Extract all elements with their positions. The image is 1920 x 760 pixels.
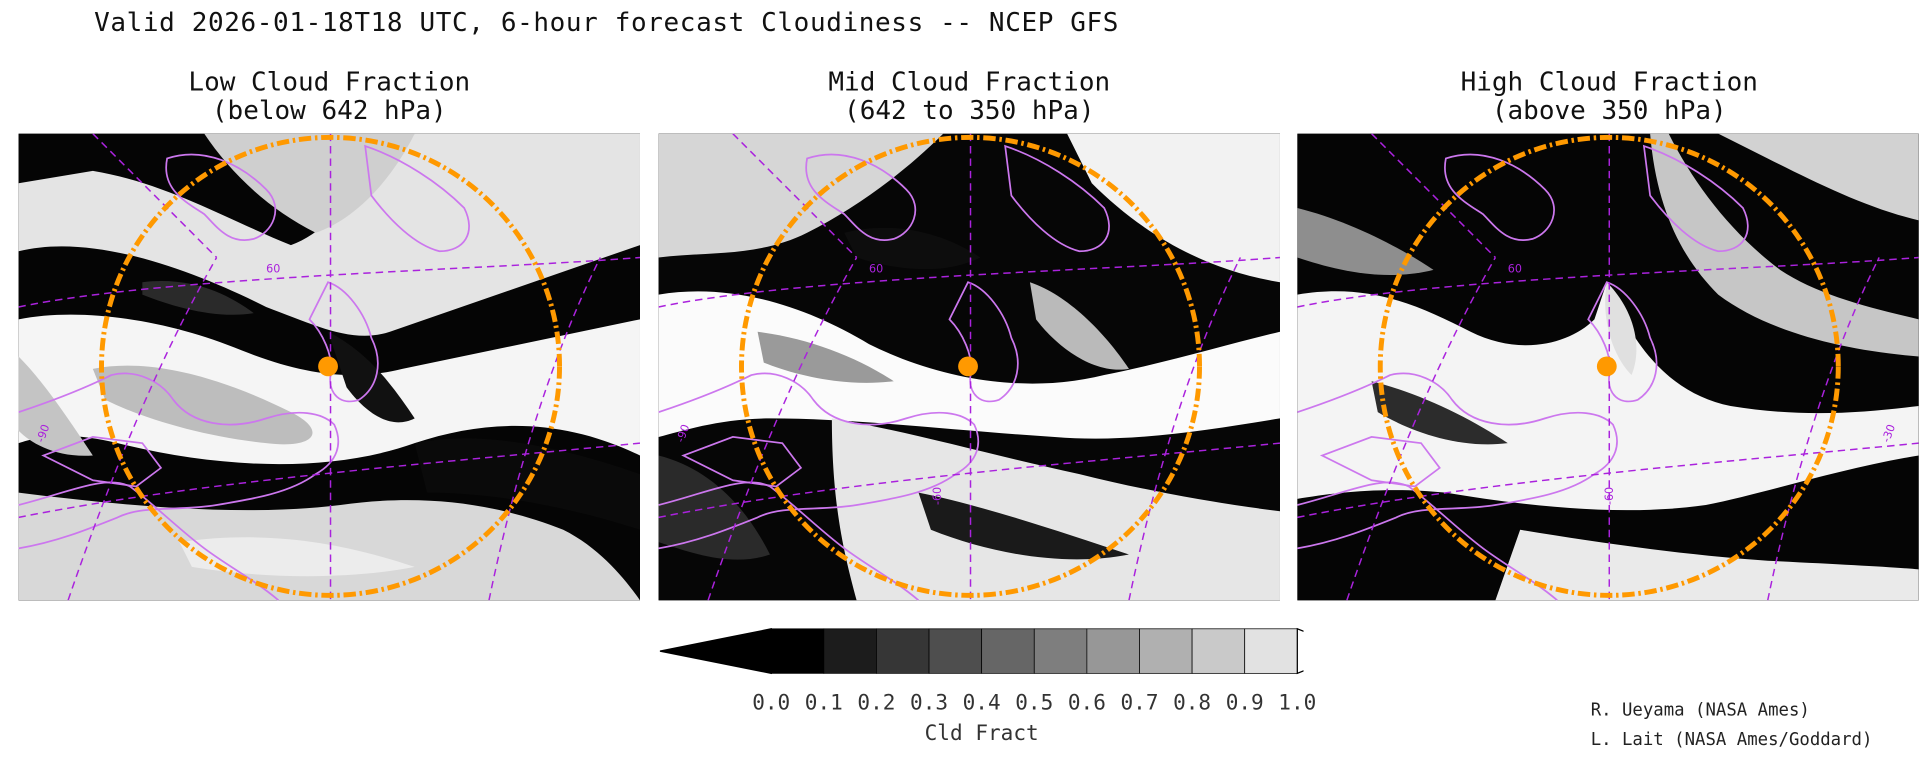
colorbar-swatch-1 (823, 628, 877, 674)
colorbar-swatch-4 (981, 628, 1035, 674)
mid-cloud-lon-label-c: -60 (931, 487, 944, 505)
high-cloud-title-line2: (above 350 hPa) (1491, 95, 1727, 126)
high-cloud-graticule (1297, 133, 1919, 601)
low-cloud-map-svg: 60 -90 (18, 133, 640, 601)
colorbar-tick-label: 0.2 (857, 690, 896, 716)
low-cloud-coastlines (18, 144, 470, 601)
colorbar-swatch-8 (1191, 628, 1246, 674)
mid-cloud-map-svg: 60 -60 -90 (658, 133, 1280, 601)
colorbar-swatch-9 (1244, 628, 1298, 674)
colorbar-over-arrow (1296, 627, 1304, 675)
colorbar-tick-label: 0.6 (1067, 690, 1106, 716)
colorbar-tick-label: 0.8 (1173, 690, 1212, 716)
high-cloud-lat-label: 60 (1508, 262, 1522, 275)
colorbar-tick-label: 1.0 (1278, 690, 1317, 716)
colorbar-under-arrow (659, 628, 772, 675)
credit-line-2: L. Lait (NASA Ames/Goddard) (1590, 730, 1873, 751)
mid-cloud-title-line1: Mid Cloud Fraction (828, 66, 1111, 97)
low-cloud-lat-label: 60 (266, 262, 280, 275)
colorbar-tick-label: 0.0 (752, 690, 791, 716)
low-cloud-title-line2: (below 642 hPa) (211, 95, 447, 126)
high-cloud-lon-label-e: -30 (1880, 423, 1898, 445)
high-cloud-coastlines (1297, 144, 1749, 601)
high-cloud-range-ring (1377, 134, 1841, 598)
colorbar-swatch-5 (1033, 628, 1088, 674)
low-cloud-title-line1: Low Cloud Fraction (188, 66, 471, 97)
colorbar-label: Cld Fract (924, 721, 1039, 747)
low-cloud-panel-title: Low Cloud Fraction (below 642 hPa) (7, 66, 651, 126)
low-cloud-graticule (18, 133, 640, 601)
colorbar (659, 627, 1304, 675)
figure-title: Valid 2026-01-18T18 UTC, 6-hour forecast… (94, 7, 1120, 38)
low-cloud-field (18, 133, 640, 601)
low-cloud-site-marker (318, 356, 338, 377)
mid-cloud-lat-label: 60 (869, 262, 883, 275)
mid-cloud-site-marker (958, 356, 978, 377)
colorbar-tick-label: 0.3 (910, 690, 949, 716)
low-cloud-lon-label-w: -90 (34, 423, 52, 445)
mid-cloud-graticule (658, 133, 1280, 601)
colorbar-tick-label: 0.1 (804, 690, 843, 716)
credit-line-1: R. Ueyama (NASA Ames) (1590, 700, 1810, 721)
colorbar-swatch-3 (928, 628, 983, 674)
colorbar-swatch-6 (1086, 628, 1140, 674)
colorbar-tick-label: 0.5 (1015, 690, 1054, 716)
mid-cloud-map: 60 -60 -90 (658, 133, 1280, 601)
low-cloud-range-ring (99, 134, 563, 598)
mid-cloud-panel-title: Mid Cloud Fraction (642 to 350 hPa) (647, 66, 1291, 126)
high-cloud-title-line1: High Cloud Fraction (1460, 66, 1758, 97)
colorbar-swatch-2 (876, 628, 930, 674)
high-cloud-map: 60 -60 -30 (1297, 133, 1919, 601)
mid-cloud-title-line2: (642 to 350 hPa) (844, 95, 1095, 126)
mid-cloud-coastlines (658, 144, 1110, 601)
colorbar-tick-label: 0.4 (962, 690, 1001, 716)
mid-cloud-lon-label-w: -90 (674, 423, 692, 445)
high-cloud-panel-title: High Cloud Fraction (above 350 hPa) (1287, 66, 1920, 126)
high-cloud-map-svg: 60 -60 -30 (1297, 133, 1919, 601)
high-cloud-lon-label-c: -60 (1603, 487, 1616, 505)
high-cloud-site-marker (1596, 356, 1617, 377)
colorbar-swatch-7 (1139, 628, 1193, 674)
colorbar-tick-label: 0.9 (1225, 690, 1264, 716)
mid-cloud-range-ring (739, 134, 1203, 598)
colorbar-swatch-0 (770, 628, 825, 674)
colorbar-tick-label: 0.7 (1120, 690, 1159, 716)
low-cloud-map: 60 -90 (18, 133, 640, 601)
